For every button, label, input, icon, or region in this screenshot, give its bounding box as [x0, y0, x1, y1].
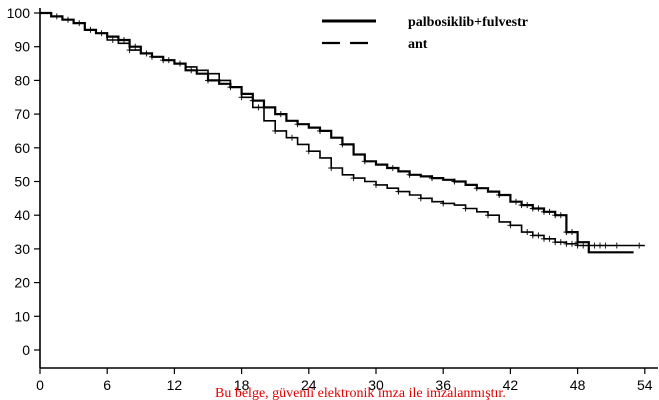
y-tick-label: 0 — [22, 342, 30, 358]
y-tick-label: 100 — [7, 5, 31, 21]
x-tick-label: 30 — [368, 377, 384, 393]
censor-mark — [272, 127, 279, 134]
censor-mark — [546, 208, 553, 215]
x-tick-label: 42 — [503, 377, 519, 393]
legend-label-1: palbosiklib+fulvestr — [408, 15, 528, 30]
y-tick-label: 90 — [14, 39, 30, 55]
censor-mark — [417, 195, 424, 202]
censor-mark — [462, 205, 469, 212]
censor-mark — [451, 178, 458, 185]
legend-label-2: ant — [408, 37, 428, 52]
censor-mark — [406, 171, 413, 178]
y-tick-label: 40 — [14, 207, 30, 223]
censor-mark — [552, 212, 559, 219]
censor-mark — [373, 181, 379, 188]
censor-mark — [339, 141, 346, 148]
censor-mark — [535, 232, 542, 239]
y-tick-label: 30 — [14, 241, 30, 257]
x-tick-label: 6 — [103, 377, 111, 393]
x-tick-label: 36 — [435, 377, 451, 393]
x-tick-label: 54 — [637, 377, 653, 393]
censor-mark — [524, 229, 531, 236]
censor-mark — [126, 47, 133, 54]
censor-mark — [580, 242, 587, 249]
censor-mark — [109, 36, 116, 43]
censor-mark — [216, 77, 223, 84]
censor-mark — [87, 26, 94, 33]
censor-mark — [132, 43, 139, 50]
censor-mark — [557, 212, 564, 219]
x-tick-label: 18 — [234, 377, 250, 393]
y-tick-label: 50 — [14, 174, 30, 190]
censor-mark — [350, 175, 357, 182]
censor-mark — [535, 205, 542, 212]
censor-mark — [160, 57, 167, 64]
plot-area — [40, 11, 645, 254]
censor-mark — [238, 94, 245, 101]
y-tick-label: 80 — [14, 72, 30, 88]
y-tick-label: 10 — [14, 308, 30, 324]
censor-mark — [188, 67, 195, 74]
censor-mark — [636, 242, 643, 249]
x-tick-label: 24 — [301, 377, 317, 393]
censor-mark — [557, 239, 564, 246]
censor-mark — [541, 208, 547, 215]
censor-mark — [496, 191, 503, 198]
censor-mark — [569, 240, 575, 247]
censor-mark — [277, 111, 284, 118]
censor-mark — [529, 232, 536, 239]
censor-mark — [294, 121, 301, 128]
censor-mark — [305, 148, 312, 155]
y-tick-label: 20 — [14, 275, 30, 291]
censor-mark — [473, 185, 480, 192]
censor-mark — [143, 50, 150, 57]
censor-mark — [613, 242, 620, 249]
x-tick-label: 12 — [167, 377, 183, 393]
x-tick-label: 0 — [36, 377, 44, 393]
censor-mark — [485, 212, 491, 219]
censor-mark — [518, 202, 525, 209]
censor-mark — [602, 242, 609, 249]
censor-mark — [205, 77, 211, 84]
censor-mark — [524, 202, 531, 209]
censor-mark — [513, 198, 519, 205]
censor-mark — [289, 134, 295, 141]
censor-mark — [529, 205, 536, 212]
legend: palbosiklib+fulvestr ant — [322, 15, 528, 52]
censor-mark — [585, 242, 592, 249]
censor-mark — [121, 36, 127, 43]
censor-mark — [507, 222, 514, 229]
y-tick-label: 70 — [14, 106, 30, 122]
censor-mark — [328, 165, 335, 172]
censor-mark — [552, 239, 559, 246]
censor-mark — [255, 104, 262, 111]
x-tick-label: 48 — [570, 377, 586, 393]
censor-mark — [193, 67, 200, 74]
censor-mark — [395, 188, 402, 195]
y-tick-label: 60 — [14, 140, 30, 156]
censor-mark — [361, 158, 368, 165]
censor-mark — [65, 16, 71, 23]
censor-mark — [569, 229, 575, 236]
signature-watermark: Bu belge, güvenli elektronik imza ile im… — [215, 386, 506, 400]
censor-mark — [317, 127, 323, 134]
censor-mark — [177, 60, 183, 67]
censor-mark — [591, 242, 598, 249]
censor-mark — [541, 235, 547, 242]
series-line-2 — [40, 12, 645, 247]
censor-mark — [389, 165, 396, 172]
censor-mark — [429, 175, 435, 182]
censor-mark — [563, 229, 570, 236]
censor-mark — [574, 242, 581, 249]
censor-mark — [440, 200, 447, 207]
axes: 0 10 20 30 40 50 60 70 80 90 100 0 6 12 18 24 30 36 42 48 54 — [7, 5, 658, 393]
censor-mark — [546, 235, 553, 242]
censor-mark — [563, 240, 570, 247]
censor-mark — [597, 242, 603, 249]
